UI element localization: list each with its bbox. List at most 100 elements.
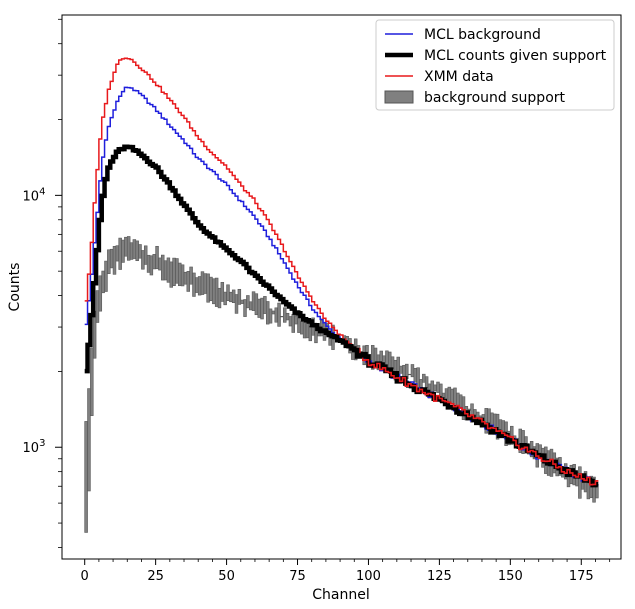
legend: MCL background MCL counts given support XM… — [375, 19, 615, 111]
band-bar — [163, 260, 168, 281]
band-bar — [115, 245, 120, 262]
band-bar — [234, 294, 239, 314]
band-bar — [444, 388, 449, 399]
x-tick-label: 125 — [427, 569, 452, 584]
band-bar — [192, 272, 196, 297]
band-bar — [195, 277, 199, 293]
band-bar — [98, 275, 103, 312]
legend-entry-mcl-background: MCL background — [385, 27, 541, 43]
legend-swatch — [384, 90, 414, 104]
x-tick-label: 50 — [218, 569, 235, 584]
band-bar — [254, 293, 259, 316]
band-bar — [107, 249, 111, 274]
band-bar — [257, 298, 261, 318]
x-axis-label: Channel — [312, 587, 369, 603]
legend-entry-xmm-data: XMM data — [385, 69, 494, 85]
band-bar — [166, 257, 171, 283]
band-bar — [251, 291, 256, 311]
band-bar — [104, 260, 108, 292]
band-bar — [288, 316, 293, 327]
band-bar — [121, 239, 125, 263]
band-bar — [200, 271, 205, 295]
band-bar — [416, 367, 420, 388]
x-tick-label: 150 — [498, 569, 523, 584]
band-bar — [186, 271, 190, 292]
band-bar — [243, 299, 247, 317]
x-tick-label: 25 — [147, 569, 164, 584]
legend-label: background support — [424, 90, 566, 106]
band-bar — [291, 314, 295, 333]
band-bar — [90, 347, 94, 416]
band-bar — [240, 299, 244, 304]
band-bar — [217, 287, 222, 309]
plot-area — [84, 57, 599, 533]
y-axis-label: Counts — [7, 263, 23, 312]
band-bar — [135, 240, 139, 262]
band-bar — [146, 254, 151, 273]
band-bar — [161, 254, 165, 281]
band-bar — [152, 254, 156, 270]
band-bar — [132, 239, 137, 259]
band-bar — [95, 290, 100, 323]
band-bar — [410, 364, 415, 378]
band-bar — [203, 273, 208, 294]
band-bar — [283, 307, 287, 323]
band-bar — [226, 284, 230, 302]
band-bar — [124, 236, 128, 257]
band-bar — [172, 257, 176, 286]
legend-label: XMM data — [424, 69, 494, 85]
band-bar — [183, 271, 188, 285]
band-bar — [158, 257, 162, 271]
x-tick-label: 175 — [569, 569, 594, 584]
band-bar — [141, 250, 145, 270]
x-tick-label: 100 — [356, 569, 381, 584]
band-bar — [422, 373, 426, 383]
legend-entry-background-support: background support — [384, 90, 566, 106]
band-bar — [231, 289, 236, 304]
band-bar — [112, 246, 117, 275]
series-xmm-data-overlay — [362, 359, 599, 486]
band-bar — [138, 244, 142, 259]
legend-entry-mcl-counts-given-support: MCL counts given support — [385, 48, 607, 64]
band-bar — [260, 297, 264, 320]
x-tick-label: 0 — [81, 569, 89, 584]
band-bar — [155, 245, 159, 270]
legend-label: MCL counts given support — [424, 48, 607, 64]
band-bar — [285, 312, 290, 321]
x-tick-label: 75 — [289, 569, 306, 584]
band-bar — [214, 277, 219, 307]
band-bar — [223, 291, 227, 306]
band-bar — [413, 368, 417, 383]
band-bar — [197, 276, 202, 296]
band-bar — [229, 291, 233, 303]
band-bar — [510, 425, 514, 445]
band-bar — [274, 307, 278, 323]
band-bar — [101, 270, 105, 294]
y-tick-exponent: 3 — [39, 438, 45, 449]
band-bar — [424, 376, 429, 388]
band-bar — [149, 255, 154, 276]
band-bar — [265, 301, 270, 325]
band-bar — [169, 261, 173, 288]
band-bar — [308, 326, 313, 342]
band-bar — [277, 302, 281, 327]
band-bar — [248, 301, 253, 311]
band-bar — [206, 273, 210, 303]
band-bar — [220, 282, 225, 302]
y-tick-exponent: 4 — [39, 186, 45, 197]
band-bar — [447, 386, 452, 403]
band-bar — [280, 316, 284, 318]
band-bar — [92, 310, 97, 359]
band-bar — [302, 320, 307, 339]
band-bar — [84, 421, 88, 533]
band-bar — [212, 278, 216, 305]
band-bar — [467, 408, 471, 411]
axes-frame — [61, 14, 622, 560]
band-bar — [118, 237, 122, 270]
band-bar — [436, 381, 440, 393]
band-bar — [305, 322, 310, 339]
band-bar — [126, 236, 131, 261]
band-bar — [178, 262, 182, 287]
band-bar — [246, 295, 250, 309]
band-bar — [268, 308, 273, 324]
